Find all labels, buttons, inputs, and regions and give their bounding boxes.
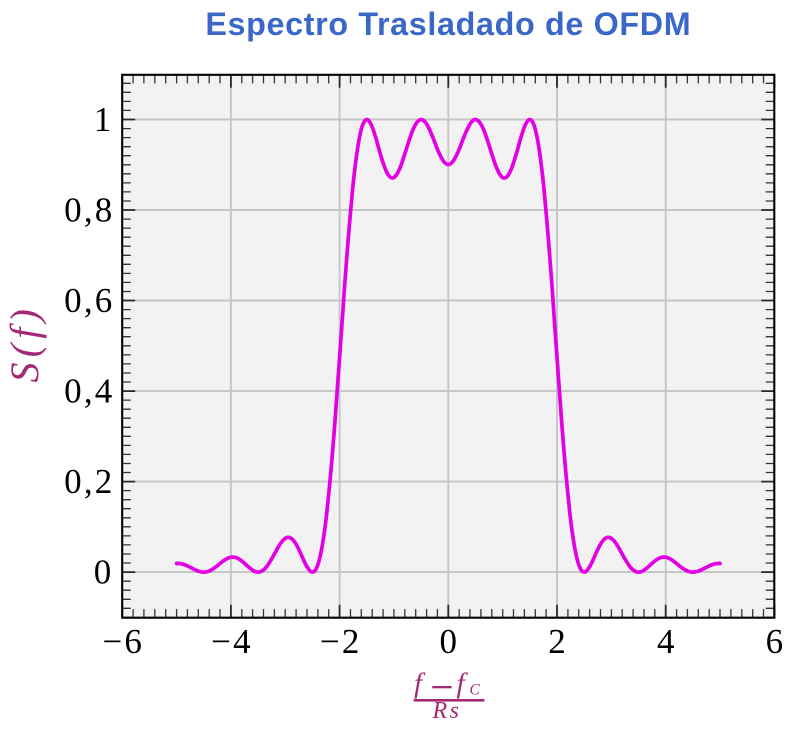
svg-text:0: 0 bbox=[440, 622, 458, 661]
svg-text:0,6: 0,6 bbox=[64, 281, 114, 320]
svg-text:0,2: 0,2 bbox=[64, 462, 114, 501]
svg-text:Espectro Trasladado de OFDM: Espectro Trasladado de OFDM bbox=[205, 6, 691, 42]
svg-text:0,8: 0,8 bbox=[64, 190, 114, 229]
svg-text:−6: −6 bbox=[102, 622, 144, 661]
svg-text:6: 6 bbox=[766, 622, 784, 661]
svg-text:−4: −4 bbox=[211, 622, 253, 661]
svg-text:2: 2 bbox=[548, 622, 566, 661]
svg-text:4: 4 bbox=[657, 622, 675, 661]
svg-text:−2: −2 bbox=[320, 622, 362, 661]
svg-text:0: 0 bbox=[94, 552, 112, 591]
svg-text:1: 1 bbox=[94, 100, 112, 139]
svg-text:0,4: 0,4 bbox=[64, 371, 114, 410]
svg-text:S(f): S(f) bbox=[2, 304, 47, 383]
svg-text:C: C bbox=[470, 681, 481, 698]
svg-text:Rs: Rs bbox=[432, 698, 462, 724]
